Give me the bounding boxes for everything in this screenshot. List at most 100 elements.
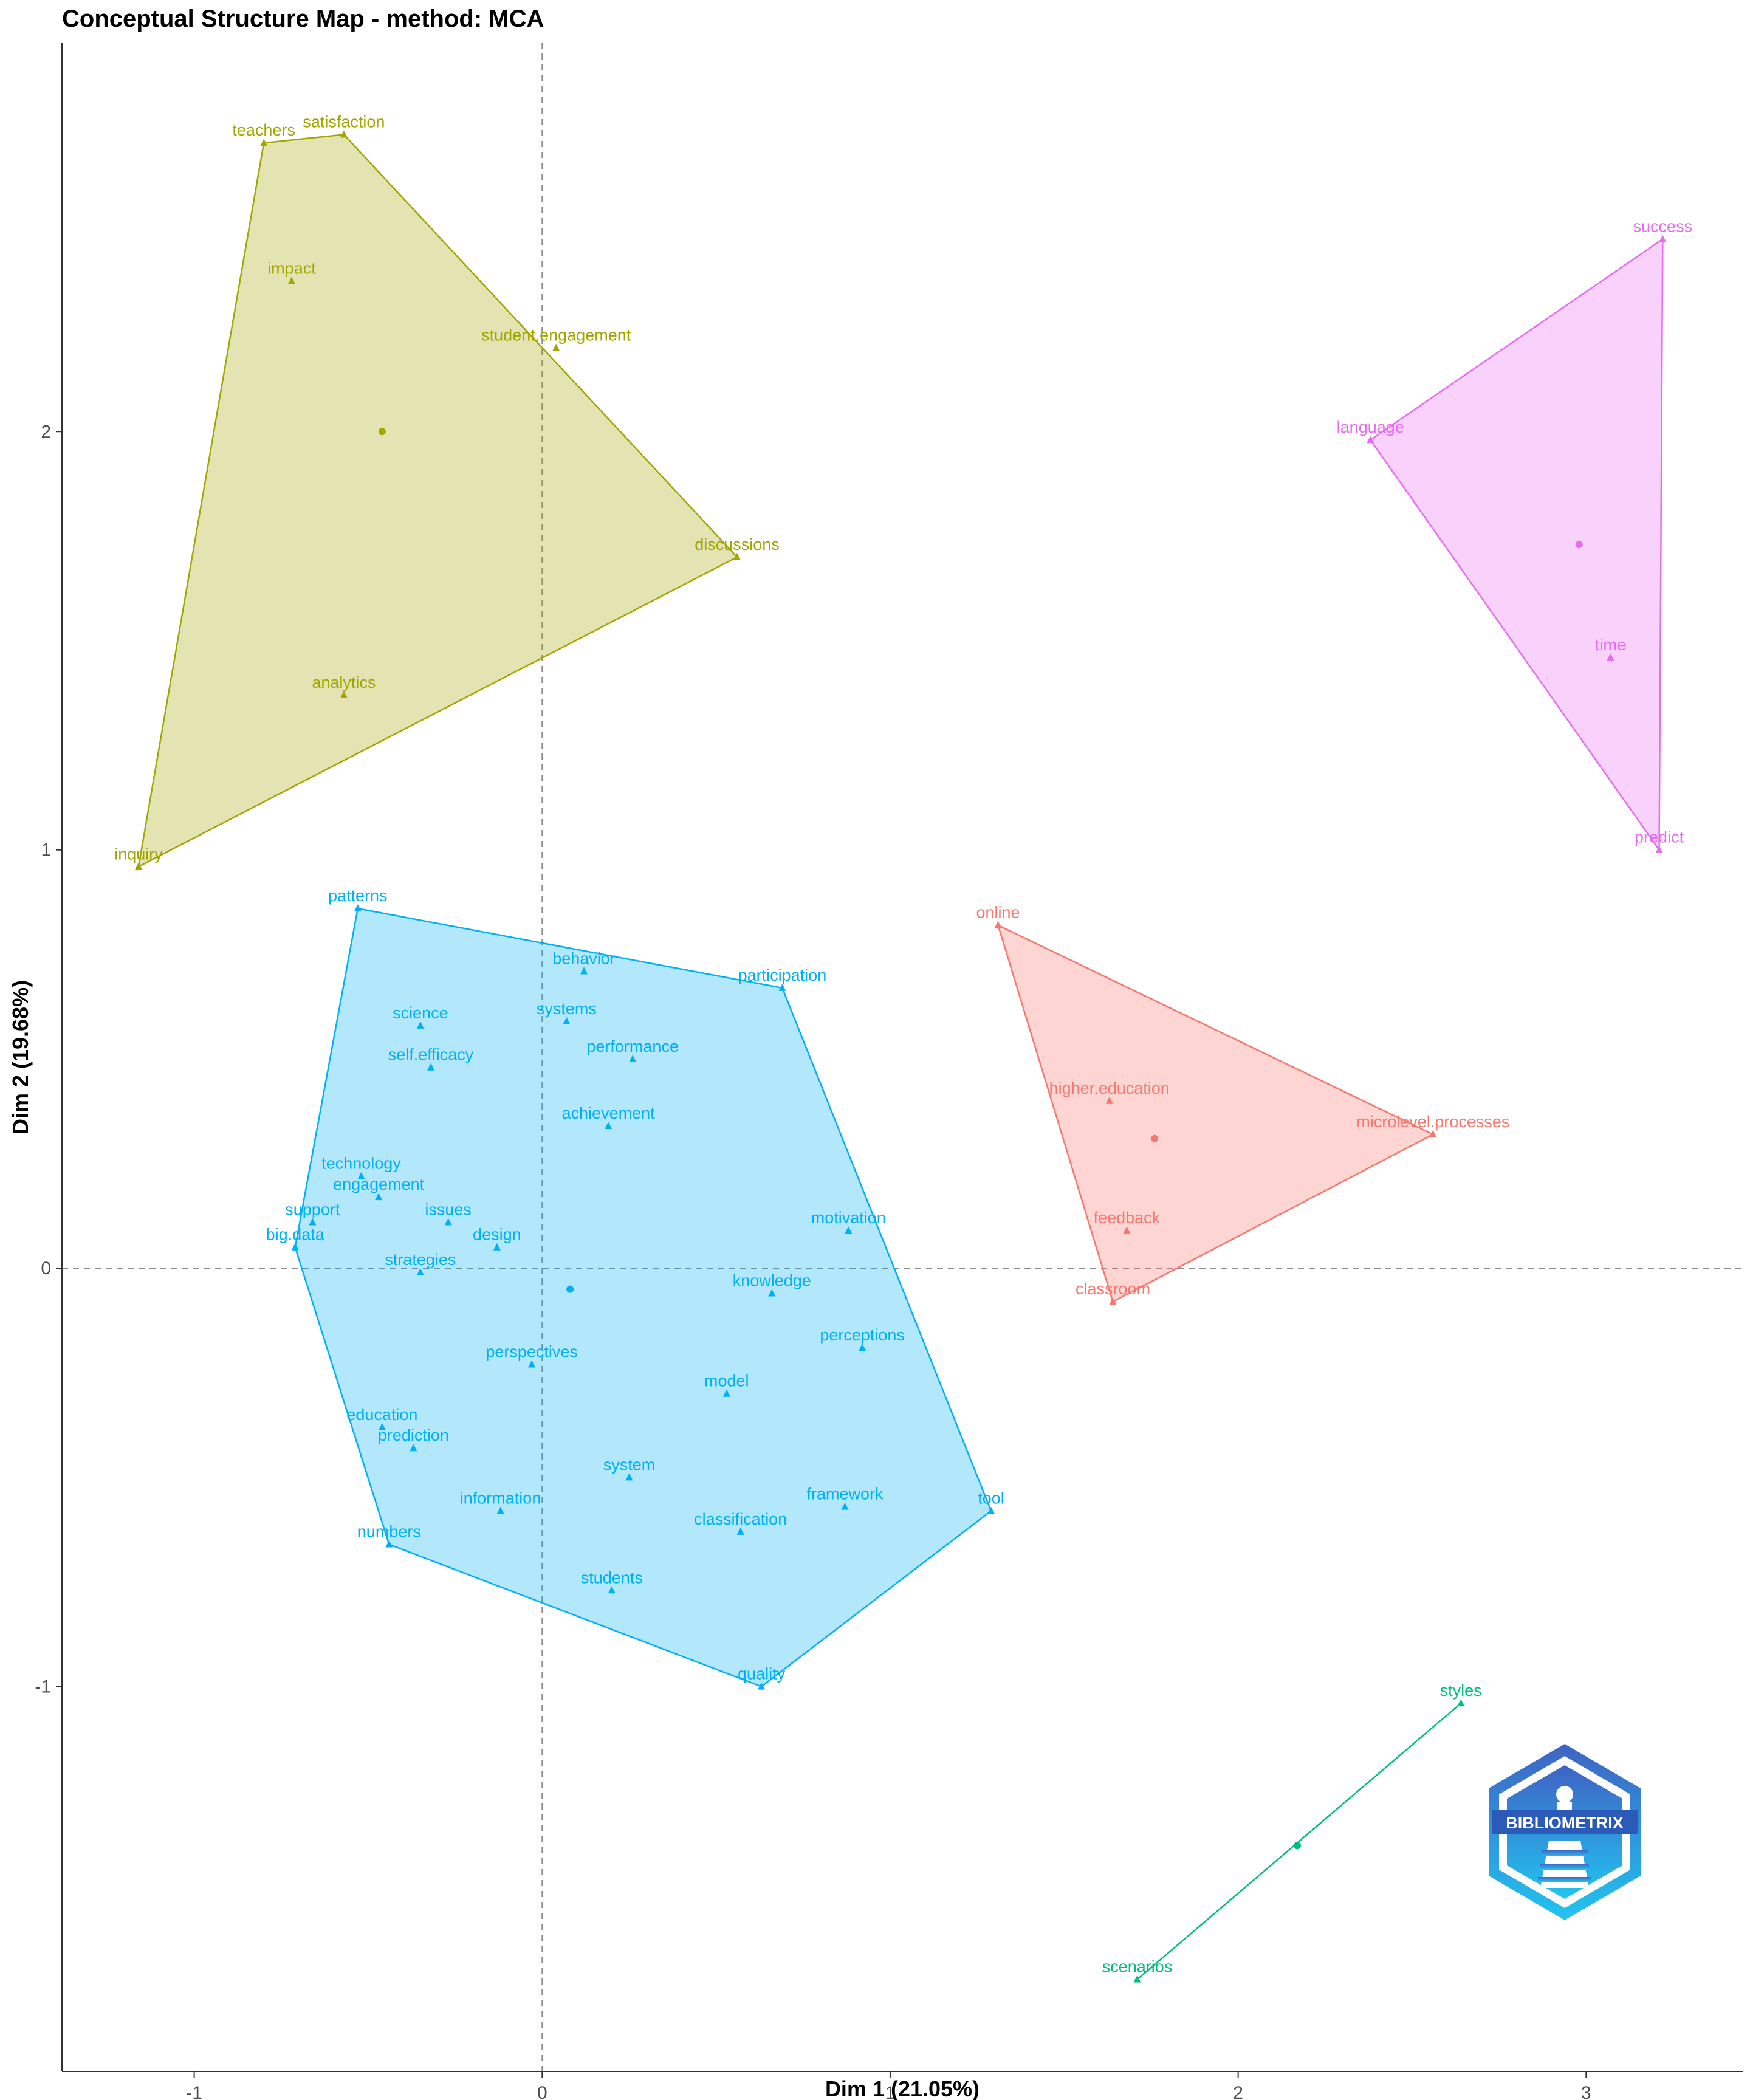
point-label-perceptions: perceptions (820, 1326, 905, 1344)
bibliometrix-logo: BIBLIOMETRIX (1489, 1744, 1641, 1920)
x-tick-label: 2 (1233, 2083, 1243, 2100)
point-information (496, 1506, 504, 1514)
point-quality (758, 1682, 766, 1690)
point-inquiry (134, 862, 142, 870)
point-label-technology: technology (321, 1155, 401, 1173)
point-label-system: system (603, 1455, 656, 1474)
point-label-quality: quality (738, 1665, 786, 1683)
cluster-hulls (137, 134, 1664, 1980)
point-knowledge (768, 1289, 776, 1297)
point-participation (778, 983, 786, 991)
x-tick-label: 1 (885, 2083, 896, 2100)
point-issues (444, 1218, 452, 1226)
point-label-student-engagement: student.engagement (481, 326, 631, 345)
point-motivation (845, 1226, 853, 1234)
point-system (625, 1473, 633, 1481)
point-behavior (580, 967, 588, 975)
point-education (378, 1422, 386, 1430)
point-technology (357, 1172, 365, 1179)
point-label-big-data: big.data (266, 1226, 325, 1244)
cluster-hull-5 (1136, 1703, 1461, 1980)
point-label-design: design (473, 1226, 521, 1244)
point-label-patterns: patterns (328, 887, 388, 905)
point-label-systems: systems (537, 1000, 597, 1018)
point-discussions (733, 552, 741, 560)
point-label-self-efficacy: self.efficacy (388, 1046, 474, 1064)
y-axis-ticks: -1 0 1 2 (35, 422, 62, 1697)
point-label-numbers: numbers (357, 1523, 421, 1541)
point-students (608, 1586, 616, 1594)
data-labels: satisfaction teachers impact student.engage… (114, 112, 1692, 1975)
point-label-discussions: discussions (695, 535, 780, 554)
point-success (1659, 235, 1667, 242)
y-tick-label: 2 (41, 422, 51, 442)
point-student-engagement (552, 343, 560, 351)
point-label-inquiry: inquiry (114, 845, 163, 863)
point-online (994, 921, 1002, 928)
x-tick-label: 0 (537, 2083, 547, 2100)
point-styles (1457, 1699, 1465, 1707)
point-label-students: students (581, 1568, 643, 1587)
point-classroom (1109, 1297, 1117, 1305)
point-model (722, 1389, 730, 1397)
point-language (1367, 436, 1374, 444)
point-achievement (605, 1122, 612, 1130)
point-numbers (385, 1540, 393, 1548)
cluster-centroid-5 (1293, 1842, 1301, 1850)
point-perceptions (859, 1343, 866, 1351)
point-label-scenarios: scenarios (1102, 1958, 1173, 1976)
point-strategies (416, 1268, 424, 1276)
point-label-online: online (976, 904, 1020, 922)
y-axis-title: Dim 2 (19.68%) (8, 980, 33, 1134)
point-label-knowledge: knowledge (733, 1271, 811, 1289)
point-label-teachers: teachers (232, 121, 295, 139)
point-label-microlevel-processes: microlevel.processes (1356, 1113, 1509, 1131)
point-label-language: language (1337, 418, 1404, 436)
point-label-participation: participation (738, 966, 827, 984)
point-label-achievement: achievement (562, 1104, 656, 1122)
point-label-satisfaction: satisfaction (303, 112, 385, 131)
x-axis-ticks: -1 0 1 2 3 (186, 2071, 1591, 2100)
x-tick-label: -1 (186, 2083, 202, 2100)
point-label-issues: issues (425, 1200, 472, 1218)
point-patterns (354, 904, 362, 912)
point-design (493, 1243, 501, 1251)
cluster-hull-3 (294, 907, 992, 1688)
cluster-centroid-1 (378, 428, 386, 436)
point-label-motivation: motivation (811, 1209, 886, 1227)
point-label-impact: impact (267, 259, 316, 277)
x-axis-title: Dim 1 (21.05%) (825, 2076, 980, 2100)
point-systems (563, 1017, 571, 1024)
point-label-framework: framework (806, 1485, 884, 1503)
point-label-information: information (460, 1489, 541, 1507)
point-self-efficacy (427, 1063, 435, 1071)
point-framework (841, 1502, 849, 1510)
point-label-classroom: classroom (1076, 1280, 1150, 1298)
point-label-model: model (704, 1372, 749, 1390)
point-science (416, 1021, 424, 1029)
axes: -1 0 1 2 3 -1 0 1 2 (35, 43, 1743, 2100)
cluster-centroid-4 (1151, 1134, 1159, 1142)
cluster-hull-1 (137, 134, 739, 868)
cluster-centroid-2 (1575, 541, 1583, 549)
point-label-higher-education: higher.education (1049, 1079, 1170, 1097)
plot-area: satisfaction teachers impact student.engage… (62, 43, 1743, 2071)
point-label-success: success (1633, 218, 1693, 236)
logo-text: BIBLIOMETRIX (1506, 1814, 1624, 1832)
cluster-hull-2 (1369, 238, 1664, 853)
point-label-science: science (393, 1004, 448, 1022)
x-tick-label: 3 (1581, 2083, 1591, 2100)
point-analytics (340, 690, 348, 698)
point-label-analytics: analytics (312, 673, 376, 691)
cluster-hull-4 (997, 924, 1435, 1303)
point-big-data (291, 1243, 299, 1251)
point-prediction (410, 1444, 417, 1452)
point-label-styles: styles (1440, 1681, 1482, 1700)
point-label-perspectives: perspectives (486, 1343, 578, 1361)
point-feedback (1123, 1226, 1131, 1234)
point-satisfaction (340, 130, 348, 138)
point-higher-education (1105, 1096, 1113, 1104)
point-label-classification: classification (694, 1510, 787, 1528)
point-predict (1655, 845, 1663, 853)
